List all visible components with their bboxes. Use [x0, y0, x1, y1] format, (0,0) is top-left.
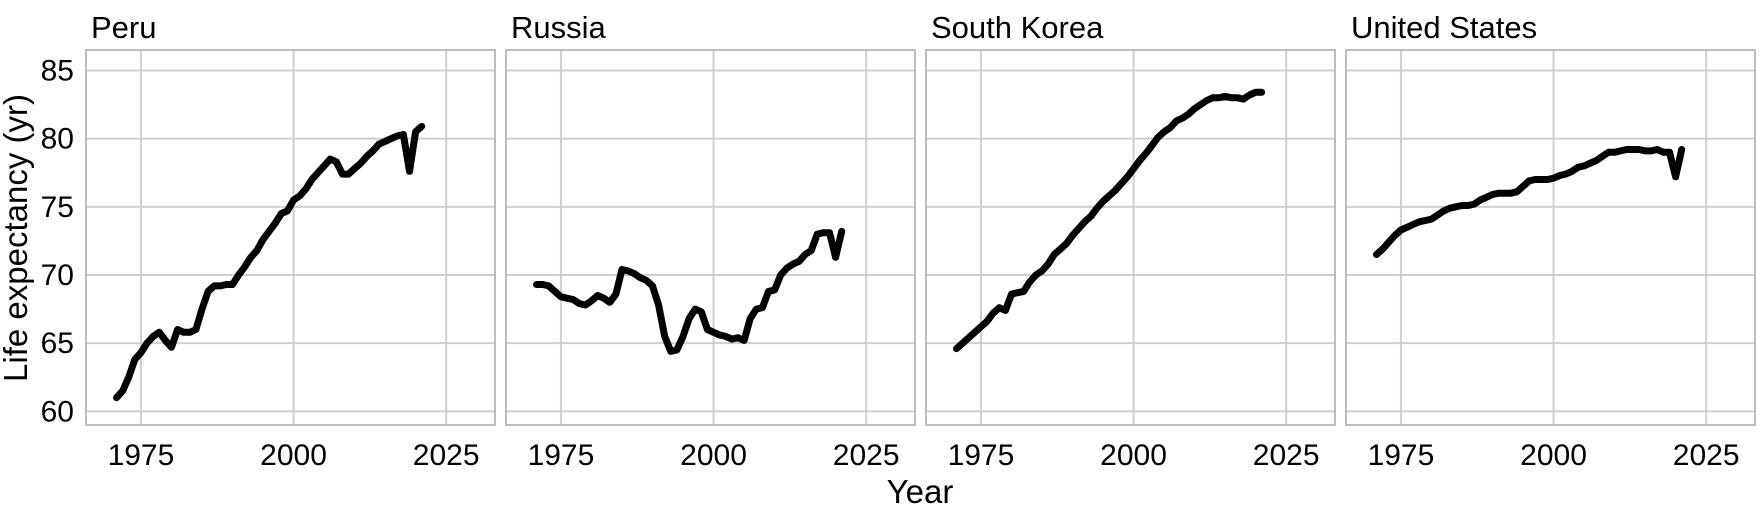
panel-2-x-tick-label: 1975: [528, 439, 595, 472]
panel-3-x-tick-label: 1975: [948, 439, 1015, 472]
y-tick-label: 85: [41, 54, 74, 87]
panel-4: United States 1975 2000 2025: [1345, 10, 1756, 472]
y-tick-label: 65: [41, 327, 74, 360]
panel-3-frame: [925, 49, 1336, 426]
panel-3-series-line: [953, 88, 1266, 353]
panel-1-frame: [85, 49, 496, 426]
panel-1-x-tick-label: 1975: [108, 439, 175, 472]
panel-4-series-line: [1373, 146, 1686, 258]
y-tick-label: 80: [41, 123, 74, 156]
panel-3-title: South Korea: [931, 10, 1104, 45]
panel-2-grid: [506, 50, 915, 425]
panel-3-x-tick-label: 2025: [1253, 439, 1320, 472]
panel-3: South Korea 1975 2000 2025: [925, 10, 1336, 472]
y-tick-label: 75: [41, 191, 74, 224]
y-tick-label: 70: [41, 259, 74, 292]
y-axis-ticks: 60 65 70 75 80 85: [41, 54, 74, 428]
panel-1: Peru 1975 2000 2025: [85, 10, 496, 472]
panel-4-x-ticks: 1975 2000 2025: [1368, 439, 1740, 472]
panel-4-grid: [1346, 50, 1755, 425]
panel-4-x-tick-label: 2000: [1520, 439, 1587, 472]
panel-1-grid: [86, 50, 495, 425]
panel-4-x-tick-label: 2025: [1673, 439, 1740, 472]
y-tick-label: 60: [41, 395, 74, 428]
panel-2-x-tick-label: 2025: [833, 439, 900, 472]
panel-3-grid: [926, 50, 1335, 425]
panel-3-x-tick-label: 2000: [1100, 439, 1167, 472]
panel-3-x-ticks: 1975 2000 2025: [948, 439, 1320, 472]
panel-2-frame: [505, 49, 916, 426]
panel-2-series-line: [533, 227, 846, 355]
panel-1-x-tick-label: 2000: [260, 439, 327, 472]
panel-2-title: Russia: [511, 10, 607, 45]
panel-1-title: Peru: [91, 10, 156, 45]
panel-1-x-tick-label: 2025: [413, 439, 480, 472]
panel-1-x-ticks: 1975 2000 2025: [108, 439, 480, 472]
panel-2-x-tick-label: 2000: [680, 439, 747, 472]
panel-4-title: United States: [1351, 10, 1537, 45]
panel-1-series-line: [113, 122, 426, 402]
x-axis-title: Year: [887, 473, 954, 510]
y-axis-title: Life expectancy (yr): [0, 94, 34, 382]
panel-4-frame: [1345, 49, 1756, 426]
panel-2-x-ticks: 1975 2000 2025: [528, 439, 900, 472]
panel-4-x-tick-label: 1975: [1368, 439, 1435, 472]
panel-2: Russia 1975 2000 2025: [505, 10, 916, 472]
